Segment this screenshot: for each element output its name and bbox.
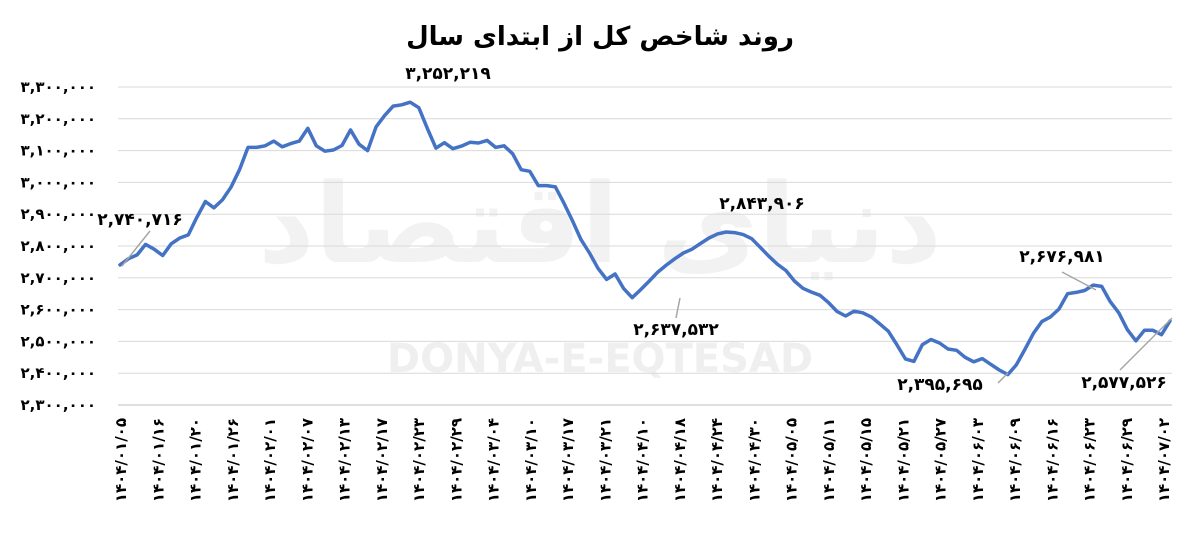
- watermark-latin: DONYA-E-EQTESAD: [387, 336, 813, 382]
- x-tick-label: ۱۴۰۴/۰۵/۰۵: [783, 418, 801, 502]
- x-tick-label: ۱۴۰۴/۰۵/۲۱: [894, 418, 912, 502]
- y-tick-label: ۳,۳۰۰,۰۰۰: [21, 78, 96, 96]
- x-tick-label: ۱۴۰۴/۰۴/۱۰: [634, 418, 652, 502]
- data-label-leader: [1061, 271, 1097, 291]
- x-tick-label: ۱۴۰۴/۰۳/۱۷: [559, 418, 577, 502]
- data-label: ۲,۵۷۷,۵۲۶: [1081, 373, 1167, 393]
- y-tick-label: ۲,۸۰۰,۰۰۰: [21, 237, 96, 255]
- x-tick-label: ۱۴۰۴/۰۵/۱۵: [857, 418, 875, 502]
- x-tick-label: ۱۴۰۴/۰۳/۰۴: [485, 418, 503, 502]
- series-line: [118, 100, 1172, 377]
- y-tick-label: ۲,۹۰۰,۰۰۰: [21, 205, 96, 223]
- x-tick-label: ۱۴۰۴/۰۴/۲۴: [708, 418, 726, 502]
- x-tick-label: ۱۴۰۴/۰۵/۱۱: [820, 418, 838, 502]
- x-tick-label: ۱۴۰۴/۰۲/۰۷: [298, 418, 316, 502]
- x-tick-label: ۱۴۰۴/۰۱/۱۶: [149, 418, 167, 502]
- x-tick-label: ۱۴۰۴/۰۶/۰۹: [1006, 418, 1024, 502]
- x-tick-label: ۱۴۰۴/۰۴/۳۰: [745, 418, 763, 502]
- x-tick-label: ۱۴۰۴/۰۱/۲۶: [224, 418, 242, 502]
- data-label-leader: [997, 372, 1009, 384]
- y-tick-label: ۲,۶۰۰,۰۰۰: [21, 301, 96, 319]
- x-tick-label: ۱۴۰۴/۰۲/۲۹: [447, 418, 465, 502]
- y-tick-label: ۲,۷۰۰,۰۰۰: [21, 269, 96, 287]
- x-tick-label: ۱۴۰۴/۰۶/۲۹: [1118, 418, 1136, 502]
- x-tick-label: ۱۴۰۴/۰۳/۲۱: [596, 418, 614, 502]
- data-label: ۲,۸۴۳,۹۰۶: [719, 194, 805, 214]
- x-tick-label: ۱۴۰۴/۰۷/۰۲: [1155, 418, 1173, 502]
- y-tick-label: ۲,۳۰۰,۰۰۰: [21, 396, 96, 414]
- x-tick-label: ۱۴۰۴/۰۵/۲۷: [932, 418, 950, 502]
- x-tick-label: ۱۴۰۴/۰۱/۰۵: [112, 418, 130, 502]
- data-label-leader: [675, 297, 681, 319]
- data-label: ۲,۷۴۰,۷۱۶: [97, 210, 183, 230]
- y-tick-label: ۲,۴۰۰,۰۰۰: [21, 364, 96, 382]
- x-tick-label: ۱۴۰۴/۰۶/۲۳: [1081, 418, 1099, 502]
- data-label: ۳,۲۵۲,۲۱۹: [405, 64, 491, 84]
- x-tick-label: ۱۴۰۴/۰۱/۲۰: [187, 418, 205, 502]
- data-label: ۲,۳۹۵,۶۹۵: [897, 375, 983, 395]
- chart-title: روند شاخص کل از ابتدای سال: [406, 22, 794, 52]
- data-label: ۲,۶۳۷,۵۳۲: [633, 320, 719, 340]
- x-tick-label: ۱۴۰۴/۰۲/۰۱: [261, 418, 279, 502]
- y-tick-label: ۳,۱۰۰,۰۰۰: [21, 142, 96, 160]
- x-tick-label: ۱۴۰۴/۰۳/۱۰: [522, 418, 540, 502]
- data-label: ۲,۶۷۶,۹۸۱: [1019, 247, 1105, 267]
- x-tick-label: ۱۴۰۴/۰۲/۱۳: [336, 418, 354, 502]
- y-tick-label: ۲,۵۰۰,۰۰۰: [21, 332, 96, 350]
- y-tick-label: ۳,۲۰۰,۰۰۰: [21, 110, 96, 128]
- x-tick-label: ۱۴۰۴/۰۲/۲۳: [410, 418, 428, 502]
- data-label-leader: [121, 230, 151, 267]
- watermark-persian: دنیای اقتصاد: [258, 160, 942, 288]
- x-tick-label: ۱۴۰۴/۰۶/۰۳: [969, 418, 987, 502]
- x-tick-label: ۱۴۰۴/۰۶/۱۶: [1043, 418, 1061, 502]
- y-tick-label: ۳,۰۰۰,۰۰۰: [21, 173, 96, 191]
- watermark: دنیای اقتصاد DONYA-E-EQTESAD: [258, 160, 942, 382]
- data-label-leader: [1119, 317, 1173, 371]
- x-tick-label: ۱۴۰۴/۰۴/۱۸: [671, 418, 689, 502]
- x-tick-label: ۱۴۰۴/۰۲/۱۷: [373, 418, 391, 502]
